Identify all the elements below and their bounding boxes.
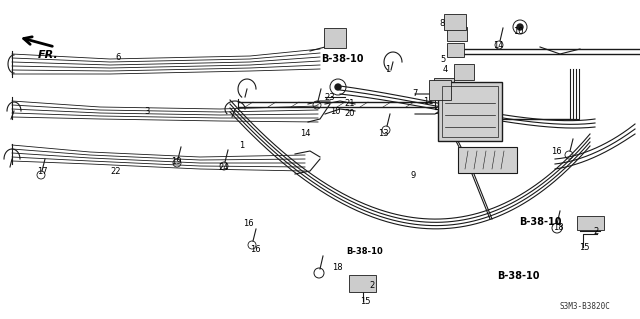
FancyBboxPatch shape — [439, 92, 453, 102]
FancyBboxPatch shape — [438, 82, 502, 141]
FancyBboxPatch shape — [454, 64, 474, 80]
Text: 4: 4 — [442, 64, 447, 73]
Text: FR.: FR. — [38, 50, 58, 60]
FancyBboxPatch shape — [444, 14, 466, 30]
Text: 14: 14 — [493, 41, 503, 49]
Text: 5: 5 — [435, 107, 440, 115]
Text: B-38-10: B-38-10 — [449, 124, 492, 134]
Text: 9: 9 — [410, 172, 415, 181]
Text: 13: 13 — [378, 130, 388, 138]
Text: 6: 6 — [115, 53, 121, 62]
Text: 21: 21 — [345, 100, 355, 108]
Text: 12: 12 — [455, 68, 465, 77]
Text: 15: 15 — [579, 242, 589, 251]
FancyBboxPatch shape — [349, 275, 376, 292]
Text: 1: 1 — [385, 64, 390, 73]
Text: 11: 11 — [423, 97, 433, 106]
Text: 20: 20 — [345, 109, 355, 118]
FancyBboxPatch shape — [324, 28, 346, 48]
FancyBboxPatch shape — [577, 216, 604, 230]
Text: 2: 2 — [593, 226, 598, 235]
Text: B-38-10: B-38-10 — [321, 54, 364, 64]
Text: 14: 14 — [300, 130, 310, 138]
Text: 18: 18 — [553, 222, 563, 232]
Text: 3: 3 — [144, 108, 150, 116]
FancyBboxPatch shape — [439, 104, 456, 116]
Text: 15: 15 — [360, 296, 371, 306]
Text: 7: 7 — [412, 88, 418, 98]
FancyBboxPatch shape — [458, 147, 517, 173]
Text: 22: 22 — [111, 167, 121, 175]
Text: 4: 4 — [452, 118, 458, 128]
FancyBboxPatch shape — [434, 78, 454, 90]
Text: 2: 2 — [369, 280, 374, 290]
Text: 16: 16 — [243, 219, 253, 227]
Text: 5: 5 — [440, 55, 445, 63]
FancyBboxPatch shape — [429, 80, 451, 100]
Text: 16: 16 — [250, 244, 260, 254]
Text: 17: 17 — [36, 167, 47, 175]
Text: 23: 23 — [324, 93, 335, 101]
Text: B-38-10: B-38-10 — [520, 217, 562, 227]
Text: 16: 16 — [550, 146, 561, 155]
Text: 18: 18 — [332, 263, 342, 271]
Text: 24: 24 — [219, 164, 229, 173]
Text: 10: 10 — [513, 26, 524, 35]
Text: S3M3-B3820C: S3M3-B3820C — [559, 302, 610, 311]
Circle shape — [517, 24, 523, 30]
Circle shape — [335, 84, 341, 90]
Text: B-38-10: B-38-10 — [347, 247, 383, 256]
Text: 8: 8 — [439, 19, 445, 27]
Text: 1: 1 — [239, 140, 244, 150]
FancyBboxPatch shape — [447, 43, 464, 57]
Text: B-38-10: B-38-10 — [497, 271, 540, 281]
FancyBboxPatch shape — [447, 27, 467, 41]
Text: 10: 10 — [330, 108, 340, 116]
Text: 19: 19 — [171, 157, 181, 166]
